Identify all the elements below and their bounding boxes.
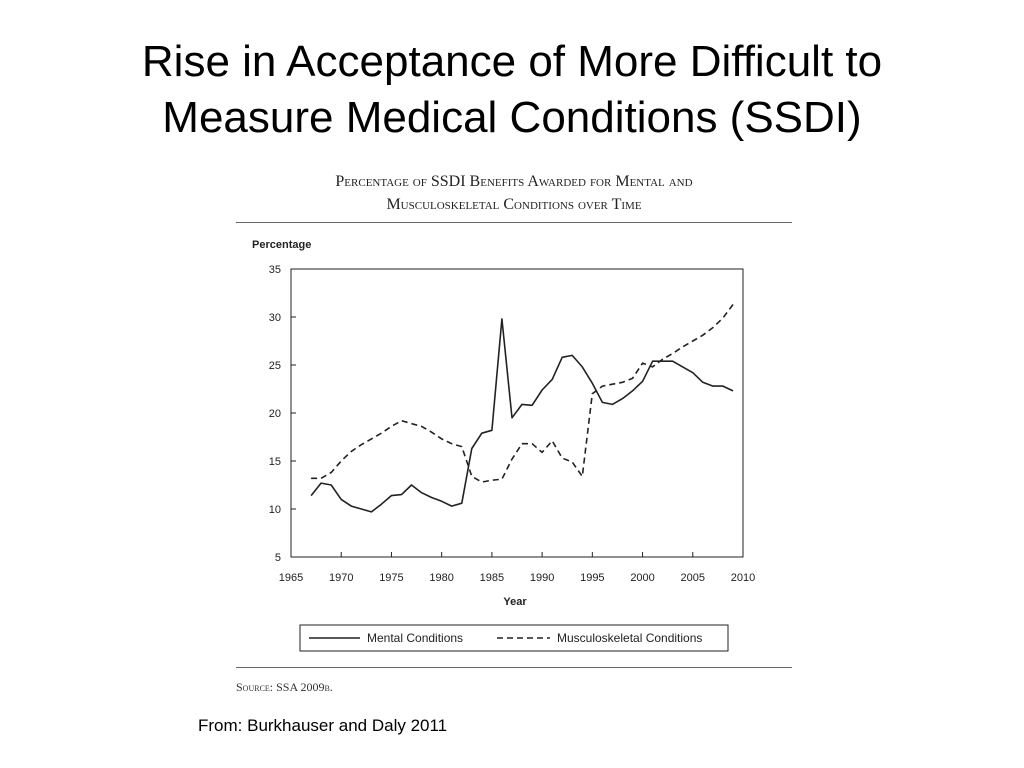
x-axis-label: Year <box>503 596 527 608</box>
figure-title: Percentage of SSDI Benefits Awarded for … <box>236 170 792 216</box>
slide-title: Rise in Acceptance of More Difficult to … <box>0 34 1024 146</box>
y-tick-label: 10 <box>269 504 281 516</box>
x-tick-label: 2010 <box>731 572 755 584</box>
x-axis-ticks: 1965 1970 1975 1980 1985 1990 1995 2000 2005 2010 <box>279 552 755 584</box>
x-tick-label: 1990 <box>530 572 554 584</box>
figure-title-line-2: Musculoskeletal Conditions over Time <box>386 196 642 213</box>
legend: Mental Conditions Musculoskeletal Condit… <box>299 624 729 652</box>
legend-label-mental: Mental Conditions <box>367 631 463 645</box>
y-tick-label: 20 <box>269 408 281 420</box>
y-axis-label: Percentage <box>252 239 311 251</box>
x-tick-label: 2005 <box>681 572 705 584</box>
x-tick-label: 1970 <box>329 572 353 584</box>
slide-title-line-2: Measure Medical Conditions (SSDI) <box>162 93 862 142</box>
y-tick-label: 5 <box>275 552 281 564</box>
figure-bottom-rule <box>236 667 792 668</box>
y-tick-label: 30 <box>269 312 281 324</box>
x-tick-label: 1980 <box>429 572 453 584</box>
legend-box <box>299 624 729 652</box>
figure-top-rule <box>236 222 792 223</box>
series-layer <box>310 304 734 513</box>
series-line-mental <box>310 318 734 513</box>
y-axis-ticks: 5 10 15 20 25 30 35 <box>269 264 296 564</box>
legend-label-musculoskeletal: Musculoskeletal Conditions <box>557 631 702 645</box>
slide-title-line-1: Rise in Acceptance of More Difficult to <box>141 37 883 86</box>
x-tick-label: 2000 <box>630 572 654 584</box>
x-tick-label: 1975 <box>379 572 403 584</box>
plot-frame <box>290 268 744 558</box>
citation-text: From: Burkhauser and Daly 2011 <box>198 716 448 735</box>
x-tick-label: 1965 <box>279 572 303 584</box>
source-note: Source: SSA 2009b. <box>236 680 333 694</box>
x-tick-label: 1985 <box>480 572 504 584</box>
series-line-musculoskeletal <box>311 304 734 483</box>
y-tick-label: 35 <box>269 264 281 276</box>
y-tick-label: 15 <box>269 456 281 468</box>
y-tick-label: 25 <box>269 360 281 372</box>
figure-title-line-1: Percentage of SSDI Benefits Awarded for … <box>335 173 693 190</box>
x-tick-label: 1995 <box>580 572 604 584</box>
